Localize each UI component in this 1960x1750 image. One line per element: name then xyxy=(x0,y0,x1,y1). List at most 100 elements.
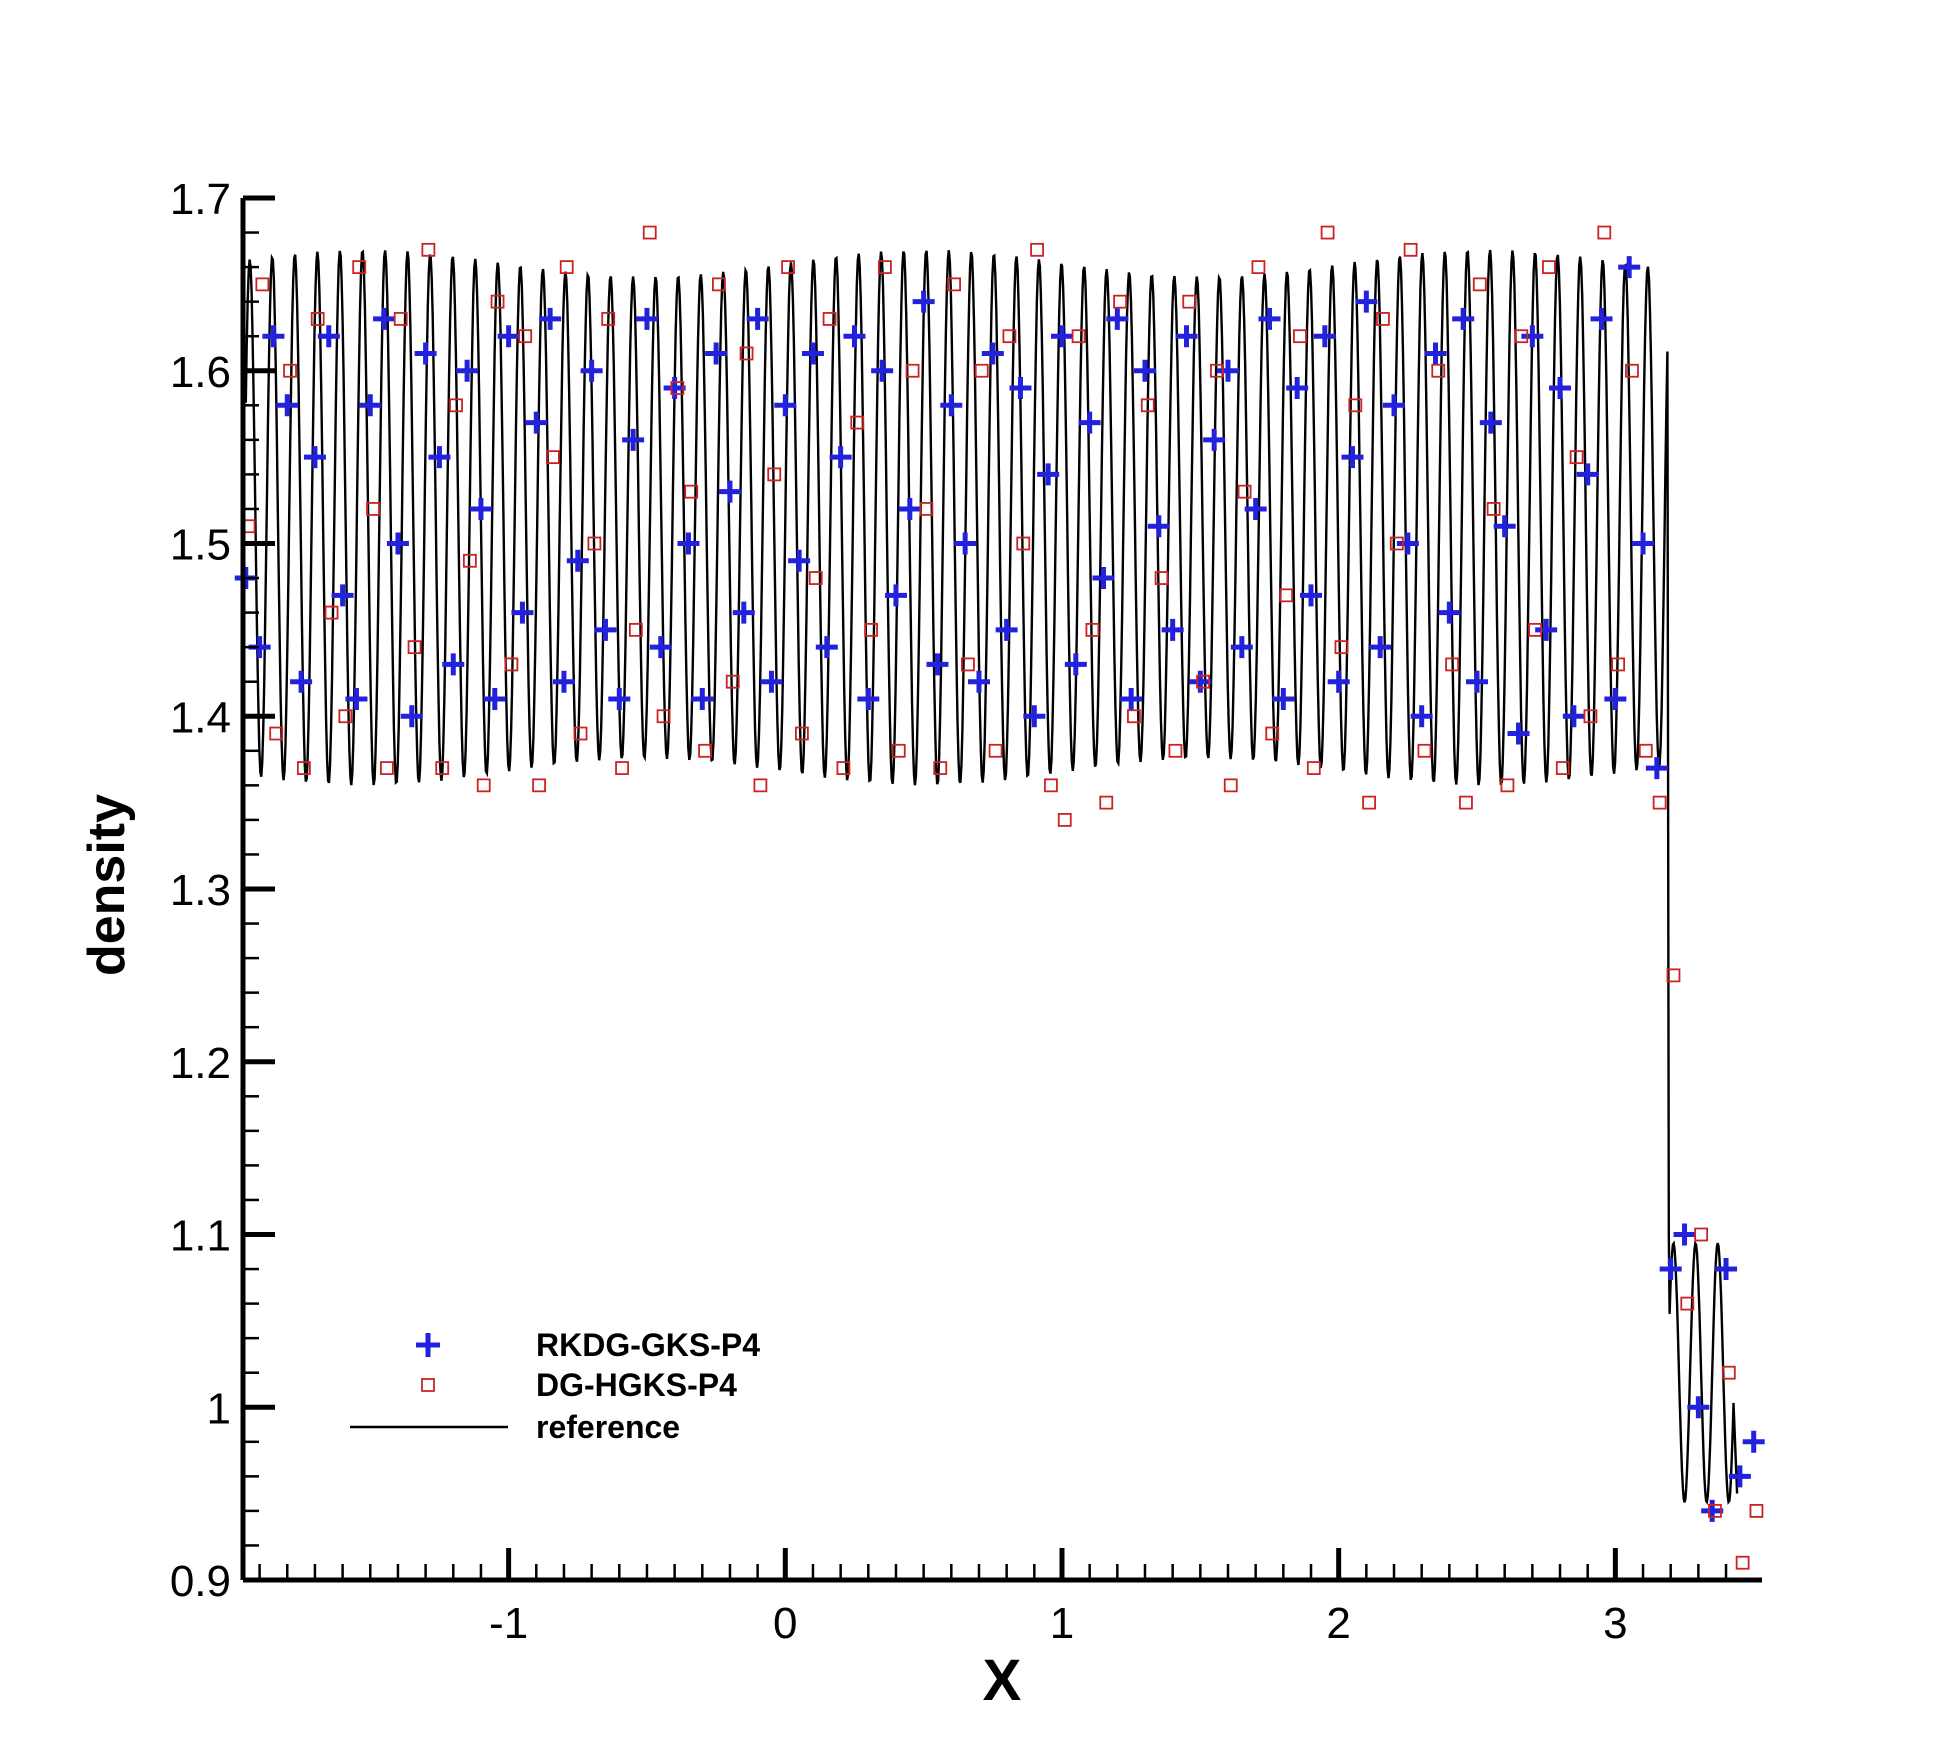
dg-point xyxy=(891,743,906,758)
rkdg-point xyxy=(290,670,313,693)
rkdg-point xyxy=(552,670,575,693)
rkdg-point xyxy=(1535,618,1558,641)
rkdg-point xyxy=(359,394,382,417)
rkdg-point xyxy=(1466,670,1489,693)
x-tick-label: 3 xyxy=(1603,1599,1627,1648)
rkdg-point xyxy=(442,653,465,676)
dg-point xyxy=(1680,1296,1695,1311)
dg-point xyxy=(905,363,920,378)
dg-point xyxy=(1638,743,1653,758)
dg-point xyxy=(518,329,533,344)
dg-point xyxy=(1320,225,1335,240)
dg-point xyxy=(1542,260,1556,275)
rkdg-point xyxy=(1300,584,1322,607)
dg-point xyxy=(1694,1227,1709,1242)
rkdg-point xyxy=(1590,307,1613,330)
dg-point xyxy=(504,657,519,672)
rkdg-point xyxy=(1576,463,1599,486)
rkdg-point xyxy=(428,446,451,469)
rkdg-point xyxy=(1230,636,1253,659)
legend-marker-dg xyxy=(421,1378,435,1392)
rkdg-point xyxy=(414,342,437,365)
dg-point xyxy=(1196,674,1210,689)
legend-label-rkdg: RKDG-GKS-P4 xyxy=(536,1327,760,1363)
dg-point xyxy=(559,260,574,275)
x-tick-label: 2 xyxy=(1326,1599,1350,1648)
dg-point xyxy=(1486,502,1501,516)
rkdg-point xyxy=(635,307,658,330)
dg-point xyxy=(490,294,505,309)
rkdg-point xyxy=(1009,377,1032,400)
dg-point xyxy=(919,502,934,516)
rkdg-point xyxy=(677,532,700,555)
rkdg-point xyxy=(303,446,326,469)
y-tick-label: 1.5 xyxy=(170,521,231,570)
dg-point xyxy=(1652,795,1667,810)
dg-point xyxy=(1306,761,1321,775)
rkdg-point xyxy=(940,394,963,417)
rkdg-point xyxy=(829,446,852,469)
dg-point xyxy=(1168,743,1183,758)
rkdg-point xyxy=(1037,463,1060,486)
rkdg-point xyxy=(1604,687,1627,710)
dg-point xyxy=(822,312,837,326)
x-tick-label: -1 xyxy=(489,1599,528,1648)
dg-point xyxy=(808,571,823,585)
dg-point xyxy=(836,761,851,775)
rkdg-point xyxy=(497,325,520,348)
dg-point xyxy=(407,640,422,655)
dg-point xyxy=(1265,726,1280,741)
rkdg-point xyxy=(705,342,728,365)
rkdg-point xyxy=(1521,325,1544,348)
rkdg-point xyxy=(1189,670,1212,693)
dg-point xyxy=(753,778,768,793)
rkdg-point xyxy=(788,549,811,572)
dg-point xyxy=(1666,968,1681,983)
dg-point xyxy=(310,312,325,326)
dg-point xyxy=(1154,571,1169,585)
y-tick-label: 1.4 xyxy=(170,693,231,742)
dg-point xyxy=(476,778,491,793)
rkdg-point xyxy=(469,497,492,520)
dg-point xyxy=(1251,260,1266,275)
rkdg-point xyxy=(1424,342,1447,365)
dg-point xyxy=(1569,450,1584,465)
dg-point xyxy=(1555,761,1570,775)
rkdg-point xyxy=(663,377,686,400)
rkdg-point xyxy=(981,342,1004,365)
series-RKDG-GKS-P4 xyxy=(234,256,1765,1522)
y-axis-title: density xyxy=(78,794,136,976)
dg-point xyxy=(1708,1504,1722,1518)
dg-point xyxy=(628,622,643,637)
dg-point xyxy=(974,363,989,378)
rkdg-point xyxy=(1715,1258,1738,1281)
rkdg-point xyxy=(1217,359,1239,382)
rkdg-point xyxy=(566,549,589,572)
rkdg-point xyxy=(1632,532,1655,555)
rkdg-point xyxy=(1133,359,1156,382)
rkdg-point xyxy=(1286,377,1309,400)
dg-point xyxy=(1223,778,1238,793)
dg-point xyxy=(462,553,477,568)
rkdg-point xyxy=(1396,532,1419,555)
dg-point xyxy=(283,363,297,378)
rkdg-point xyxy=(1064,653,1087,676)
rkdg-point xyxy=(1313,325,1336,348)
dg-point xyxy=(795,726,809,741)
rkdg-point xyxy=(1106,307,1129,330)
dg-point xyxy=(988,743,1003,758)
dg-point xyxy=(296,761,311,775)
dg-point xyxy=(1362,795,1377,810)
rkdg-point xyxy=(539,307,562,330)
x-tick-label: 1 xyxy=(1050,1599,1074,1648)
y-tick-label: 0.9 xyxy=(170,1557,231,1606)
rkdg-point xyxy=(967,670,990,693)
rkdg-point xyxy=(815,636,838,659)
dg-point xyxy=(352,260,367,275)
rkdg-point xyxy=(483,687,506,710)
rkdg-point xyxy=(1410,705,1433,728)
dg-point xyxy=(393,312,408,326)
rkdg-point xyxy=(1383,394,1406,417)
dg-point xyxy=(1500,778,1515,793)
